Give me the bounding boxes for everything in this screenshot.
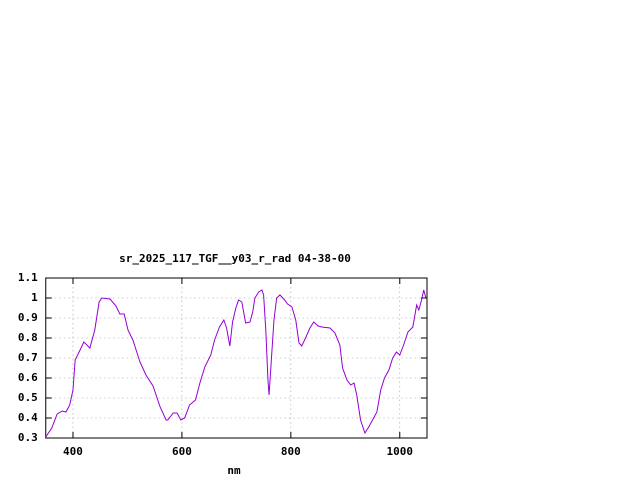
x-tick-label: 400 xyxy=(63,445,83,458)
x-tick-label: 800 xyxy=(281,445,301,458)
y-tick-label: 0.4 xyxy=(18,411,38,424)
y-tick-label: 1.1 xyxy=(18,271,38,284)
y-tick-label: 0.8 xyxy=(18,331,38,344)
y-tick-label: 0.6 xyxy=(18,371,38,384)
y-tick-label: 0.7 xyxy=(18,351,38,364)
x-tick-label: 600 xyxy=(172,445,192,458)
data-line xyxy=(45,289,427,438)
chart-title: sr_2025_117_TGF__y03_r_rad 04-38-00 xyxy=(119,252,351,265)
plot-border xyxy=(45,277,428,439)
y-tick-label: 0.5 xyxy=(18,391,38,404)
y-tick-label: 0.9 xyxy=(18,311,38,324)
y-tick-label: 0.3 xyxy=(18,431,38,444)
y-tick-label: 1 xyxy=(31,291,38,304)
x-tick-label: 1000 xyxy=(387,445,414,458)
x-axis-label: nm xyxy=(227,464,241,477)
